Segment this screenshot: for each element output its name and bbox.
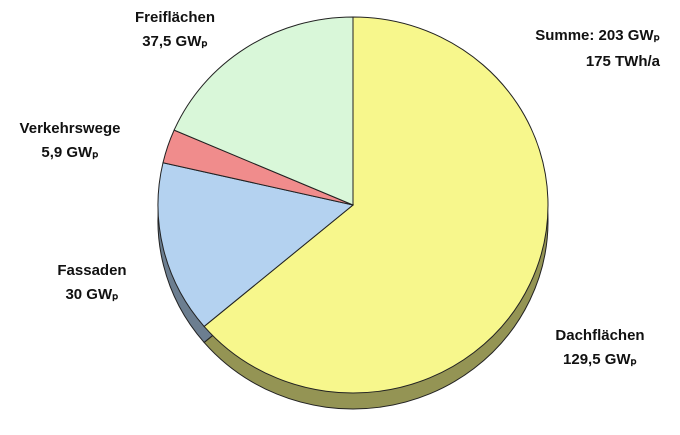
summary-total: Summe: 203 GWₚ xyxy=(535,27,660,44)
slice-value-label: 5,9 GWₚ xyxy=(41,144,98,161)
slice xyxy=(173,16,354,206)
slice-value-label: 129,5 GWₚ xyxy=(563,351,637,368)
summary-energy: 175 TWh/a xyxy=(586,53,661,70)
slice-value-label: 30 GWₚ xyxy=(65,286,118,303)
slice-value-label: 37,5 GWₚ xyxy=(142,33,208,50)
slice-name: Dachflächen xyxy=(555,327,644,344)
slice-name: Verkehrswege xyxy=(20,120,121,137)
slice-name: Freiflächen xyxy=(135,9,215,26)
slice xyxy=(203,16,549,394)
slice-name: Fassaden xyxy=(57,262,126,279)
slice xyxy=(157,162,355,328)
